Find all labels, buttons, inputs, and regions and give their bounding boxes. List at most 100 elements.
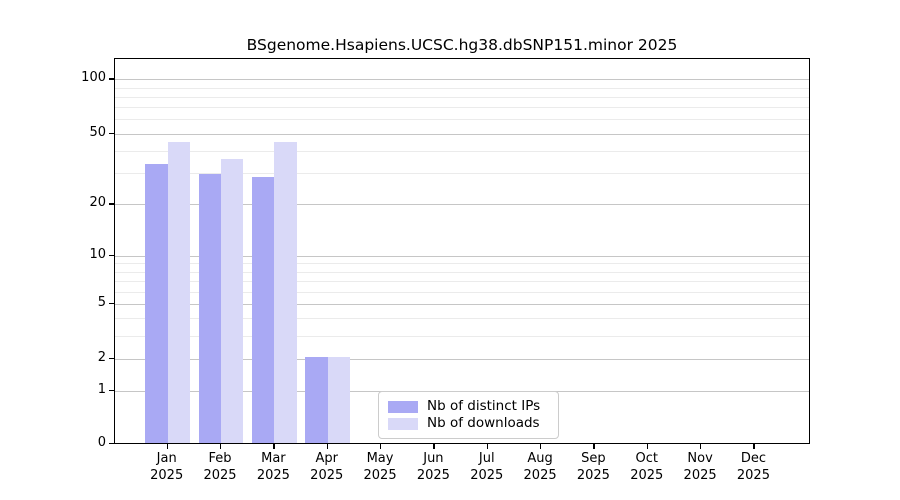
x-tick-label-oct: Oct 2025 (615, 451, 679, 484)
y-tick-label: 0 (97, 435, 106, 450)
x-tick-mark (593, 444, 595, 449)
x-tick-mark (220, 444, 222, 449)
x-tick-month: Nov (687, 451, 713, 466)
x-tick-month: Jul (478, 451, 495, 466)
gridline-minor (115, 107, 809, 109)
x-tick-label-may: May 2025 (348, 451, 412, 484)
x-tick-year: 2025 (363, 467, 397, 483)
y-tick-mark (109, 203, 114, 205)
x-tick-mark (486, 444, 489, 449)
y-tick-mark (109, 78, 114, 80)
bar-apr-distinct-ips (305, 356, 328, 443)
y-tick-mark (109, 254, 114, 256)
legend: Nb of distinct IPs Nb of downloads (378, 391, 559, 439)
x-tick-mark (700, 444, 702, 449)
gridline-major (115, 204, 809, 206)
y-tick-label: 50 (89, 124, 106, 140)
legend-label: Nb of downloads (427, 415, 540, 431)
gridline-major (115, 79, 809, 81)
y-tick-label: 5 (97, 294, 106, 310)
bar-apr-downloads (327, 356, 351, 443)
y-tick-label: 2 (97, 349, 106, 365)
x-tick-month: Sep (581, 451, 606, 466)
x-tick-mark (166, 444, 168, 449)
x-tick-mark (433, 444, 435, 449)
gridline-minor (115, 336, 809, 338)
legend-row: Nb of downloads (388, 415, 549, 432)
x-tick-mark (326, 444, 329, 449)
gridline-minor (115, 151, 809, 153)
legend-row: Nb of distinct IPs (388, 398, 549, 415)
x-tick-label-jul: Jul 2025 (455, 451, 519, 484)
x-tick-year: 2025 (310, 467, 344, 483)
bar-feb-downloads (221, 159, 244, 443)
gridline-major (115, 303, 809, 305)
bar-jan-downloads (167, 141, 190, 443)
gridline-major (115, 255, 809, 257)
x-tick-month: Aug (527, 451, 553, 466)
x-tick-mark (273, 444, 275, 449)
x-tick-label-sep: Sep 2025 (561, 451, 625, 484)
x-tick-year: 2025 (523, 467, 557, 483)
x-tick-year: 2025 (630, 467, 664, 483)
gridline-minor (115, 271, 809, 273)
legend-label: Nb of distinct IPs (427, 398, 541, 414)
gridline-minor (115, 318, 809, 320)
x-tick-label-dec: Dec 2025 (721, 451, 785, 484)
x-tick-mark (646, 444, 649, 449)
gridline-minor (115, 173, 809, 175)
x-tick-year: 2025 (470, 467, 504, 483)
x-tick-year: 2025 (150, 467, 184, 483)
x-tick-year: 2025 (683, 467, 717, 483)
x-tick-mark (540, 444, 542, 449)
x-tick-year: 2025 (203, 467, 237, 483)
gridline-major (115, 358, 809, 360)
x-tick-year: 2025 (576, 467, 610, 483)
x-tick-month: Apr (315, 451, 338, 466)
x-tick-year: 2025 (736, 467, 770, 483)
y-tick-mark (109, 443, 114, 445)
legend-swatch-downloads (388, 417, 418, 430)
y-tick-mark (109, 132, 114, 134)
y-tick-mark (109, 390, 114, 392)
gridline-minor (115, 119, 809, 121)
x-tick-label-nov: Nov 2025 (668, 451, 732, 484)
x-tick-month: Jun (423, 451, 444, 466)
gridline-minor (115, 280, 809, 282)
x-tick-month: Mar (261, 451, 286, 466)
y-tick-mark (109, 357, 114, 360)
x-tick-label-mar: Mar 2025 (241, 451, 305, 484)
y-tick-label: 20 (89, 195, 106, 211)
x-tick-label-apr: Apr 2025 (295, 451, 359, 484)
x-tick-label-feb: Feb 2025 (188, 451, 252, 484)
bar-mar-downloads (274, 141, 297, 443)
x-tick-label-jan: Jan 2025 (135, 451, 199, 484)
x-tick-month: Oct (635, 451, 658, 466)
x-tick-label-jun: Jun 2025 (401, 451, 465, 484)
x-tick-month: Jan (156, 451, 177, 466)
bar-mar-distinct-ips (252, 176, 275, 443)
gridline-minor (115, 263, 809, 265)
y-tick-label: 10 (89, 246, 106, 262)
gridline-major (115, 133, 809, 135)
y-tick-label: 100 (81, 70, 106, 86)
x-tick-month: May (366, 451, 394, 466)
x-tick-year: 2025 (256, 467, 290, 483)
x-tick-month: Dec (740, 451, 767, 466)
x-tick-year: 2025 (416, 467, 450, 483)
x-tick-label-aug: Aug 2025 (508, 451, 572, 484)
gridline-minor (115, 291, 809, 293)
gridline-minor (115, 96, 809, 98)
bar-jan-distinct-ips (145, 163, 168, 443)
x-tick-mark (380, 444, 382, 449)
x-tick-month: Feb (208, 451, 232, 466)
legend-swatch-distinct-ips (388, 400, 418, 413)
gridline-minor (115, 87, 809, 89)
y-tick-mark (109, 302, 114, 305)
x-tick-mark (753, 444, 755, 449)
y-tick-label: 1 (97, 382, 106, 398)
plot-area (114, 58, 810, 444)
bar-feb-distinct-ips (198, 173, 222, 443)
chart-title: BSgenome.Hsapiens.UCSC.hg38.dbSNP151.min… (246, 36, 678, 54)
